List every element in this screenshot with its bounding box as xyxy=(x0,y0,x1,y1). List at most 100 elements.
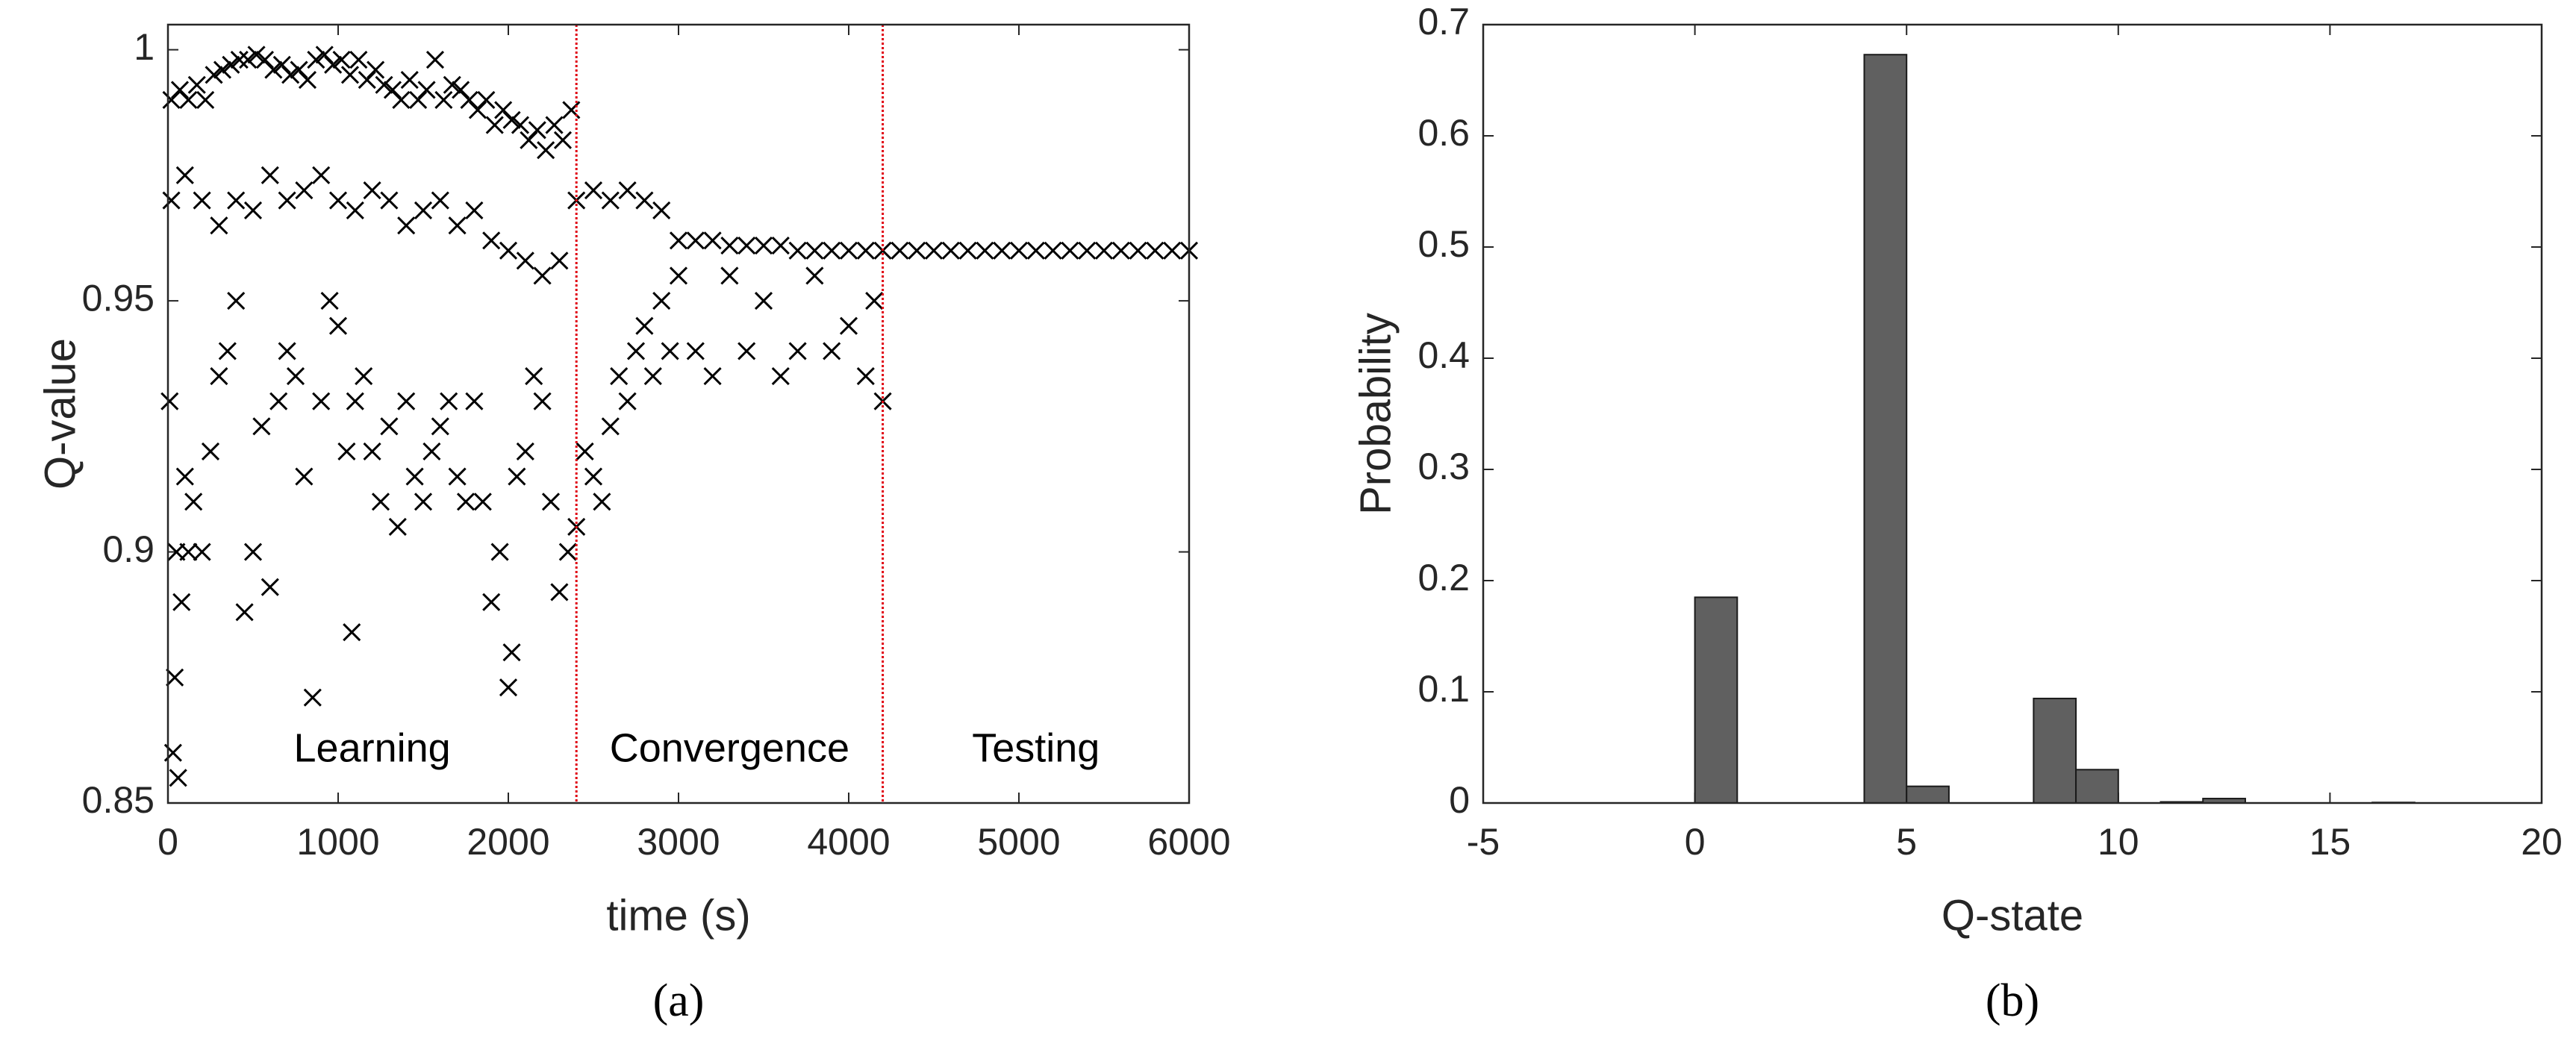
point xyxy=(201,442,220,461)
point xyxy=(788,342,807,360)
x-tick-label: 20 xyxy=(2521,821,2563,863)
point xyxy=(172,593,191,611)
point xyxy=(312,166,331,184)
point xyxy=(328,191,348,210)
point xyxy=(924,241,944,260)
point xyxy=(703,231,722,250)
point xyxy=(482,593,501,611)
y-tick-label: 0.3 xyxy=(1418,446,1470,487)
point xyxy=(367,60,385,79)
point xyxy=(184,493,203,511)
point xyxy=(343,623,361,642)
point xyxy=(187,75,206,94)
point xyxy=(593,493,611,511)
point xyxy=(856,366,875,386)
point xyxy=(576,442,594,461)
y-tick-label: 0.2 xyxy=(1418,557,1470,599)
y-tick-label: 0.6 xyxy=(1418,112,1470,154)
point xyxy=(295,467,314,486)
point xyxy=(908,241,926,260)
x-tick-label: 3000 xyxy=(637,821,720,863)
point xyxy=(434,90,453,109)
point xyxy=(661,342,679,360)
bar xyxy=(2033,697,2077,804)
point xyxy=(1044,241,1062,260)
x-tick-label: 6000 xyxy=(1147,821,1230,863)
bar xyxy=(1906,785,1950,804)
point xyxy=(465,392,484,410)
point xyxy=(528,121,546,140)
point xyxy=(652,292,671,310)
point xyxy=(239,51,258,69)
y-tick-label: 0 xyxy=(1449,779,1470,821)
point xyxy=(264,60,283,79)
y-tick-label: 0.4 xyxy=(1418,334,1470,376)
point xyxy=(230,51,249,69)
point xyxy=(1129,241,1147,260)
point xyxy=(473,493,492,511)
point xyxy=(703,366,722,386)
point xyxy=(499,241,518,260)
point xyxy=(754,292,773,310)
point xyxy=(337,442,356,461)
point xyxy=(286,366,305,386)
point xyxy=(278,342,296,360)
phase-label: Testing xyxy=(972,725,1100,770)
point xyxy=(443,75,461,94)
point xyxy=(516,442,534,461)
point xyxy=(511,116,530,134)
point xyxy=(160,392,179,410)
point xyxy=(601,417,620,436)
point xyxy=(218,342,237,360)
point xyxy=(405,467,424,486)
bar xyxy=(1694,596,1738,804)
point xyxy=(584,467,603,486)
point xyxy=(550,251,569,270)
point xyxy=(431,191,449,210)
point xyxy=(643,366,662,386)
point xyxy=(1146,241,1164,260)
y-tick-label: 0.95 xyxy=(82,277,155,319)
point xyxy=(584,181,603,200)
point xyxy=(541,493,561,511)
point xyxy=(252,417,271,436)
point xyxy=(823,342,841,360)
point xyxy=(856,241,875,260)
point xyxy=(652,201,671,220)
point xyxy=(891,241,909,260)
point xyxy=(525,366,543,386)
point xyxy=(477,90,496,109)
point xyxy=(261,166,279,184)
point xyxy=(243,543,263,561)
point xyxy=(210,216,228,235)
point xyxy=(771,237,790,255)
point xyxy=(686,231,705,250)
point xyxy=(1163,241,1182,260)
axes-frame xyxy=(166,23,1191,804)
y-tick-label: 0.7 xyxy=(1418,1,1470,43)
x-tick-label: 2000 xyxy=(467,821,549,863)
point xyxy=(754,237,773,255)
point xyxy=(340,66,360,84)
y-tick-label: 1 xyxy=(134,26,155,68)
point xyxy=(222,55,240,74)
x-axis-label: time (s) xyxy=(606,891,750,940)
point xyxy=(823,241,841,260)
point xyxy=(941,241,960,260)
point xyxy=(618,181,637,200)
x-tick-label: 10 xyxy=(2098,821,2139,863)
point xyxy=(328,316,348,335)
point xyxy=(669,231,688,250)
x-tick-label: 0 xyxy=(1685,821,1706,863)
phase-label: Convergence xyxy=(610,725,849,770)
point xyxy=(839,241,858,260)
point xyxy=(865,292,884,310)
point xyxy=(278,191,296,210)
point xyxy=(1026,241,1045,260)
point xyxy=(247,46,266,64)
point xyxy=(720,237,739,255)
point xyxy=(431,417,449,436)
point xyxy=(397,392,416,410)
point xyxy=(261,578,279,596)
